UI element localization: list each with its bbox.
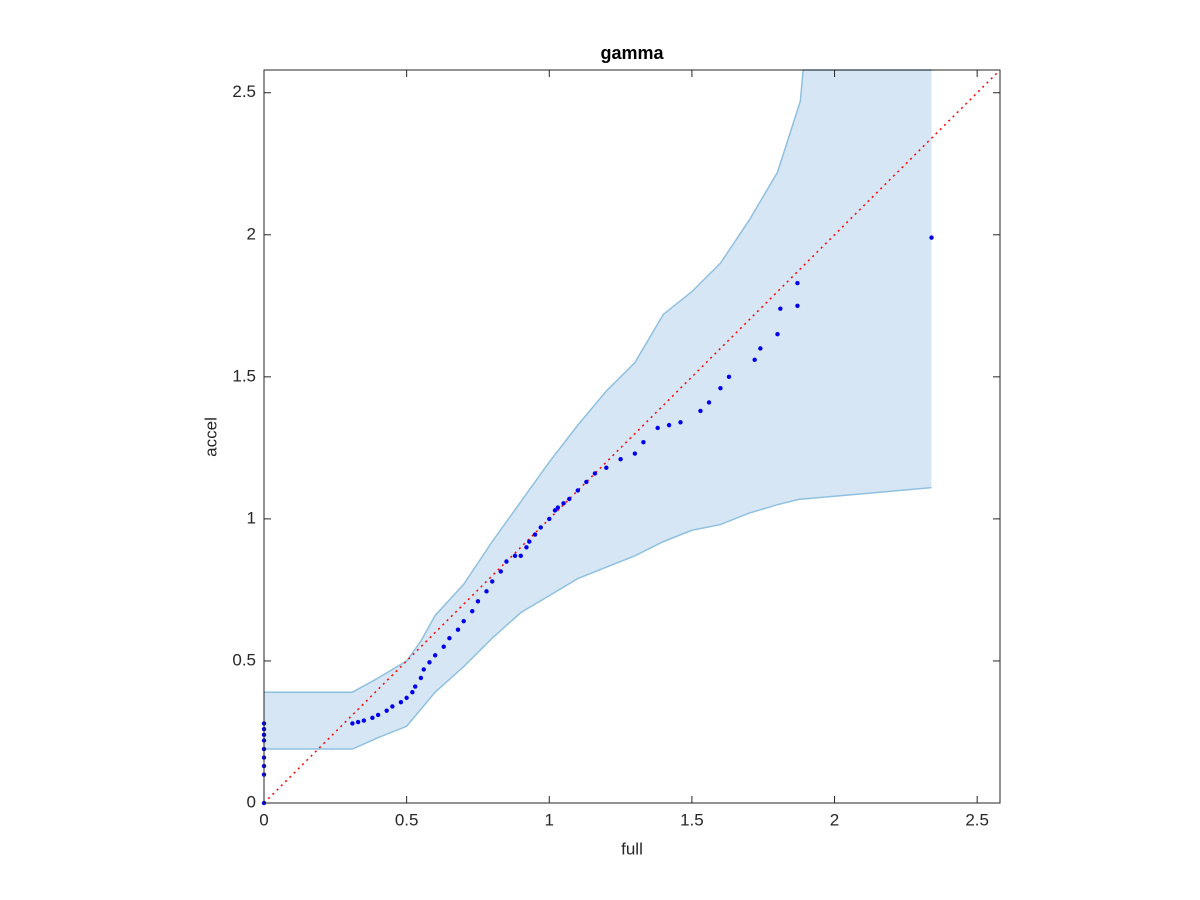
data-point bbox=[718, 386, 723, 391]
data-point bbox=[370, 715, 375, 720]
reference-line bbox=[263, 69, 1001, 804]
data-point bbox=[441, 644, 446, 649]
data-point bbox=[512, 553, 518, 559]
data-point bbox=[412, 684, 418, 689]
data-point bbox=[361, 718, 367, 723]
y-axis-label: accel bbox=[201, 417, 220, 457]
y-tick-label: 2 bbox=[247, 224, 256, 243]
band-lower-edge bbox=[264, 486, 932, 750]
x-tick-label: 1.5 bbox=[680, 810, 704, 829]
data-point bbox=[475, 599, 481, 604]
data-point bbox=[575, 488, 580, 493]
data-point bbox=[461, 618, 466, 624]
data-point bbox=[778, 306, 783, 311]
data-point bbox=[752, 357, 757, 362]
data-point bbox=[390, 704, 395, 709]
data-point bbox=[538, 525, 543, 530]
data-point bbox=[678, 420, 683, 425]
band-upper-edge bbox=[264, 69, 932, 693]
data-point bbox=[524, 545, 529, 550]
data-point bbox=[427, 660, 432, 665]
data-point bbox=[518, 553, 523, 559]
x-axis-label: full bbox=[621, 839, 643, 858]
data-point bbox=[775, 332, 780, 337]
data-point bbox=[567, 496, 572, 502]
data-point bbox=[418, 675, 424, 681]
data-point bbox=[618, 457, 623, 462]
data-point bbox=[498, 569, 503, 574]
x-tick-label: 0.5 bbox=[395, 810, 419, 829]
data-point bbox=[504, 559, 509, 564]
data-point bbox=[655, 425, 660, 431]
data-point bbox=[490, 579, 495, 584]
data-point bbox=[384, 708, 389, 713]
data-point bbox=[698, 408, 703, 414]
data-point bbox=[470, 609, 475, 614]
data-point bbox=[706, 400, 712, 405]
data-point bbox=[527, 539, 532, 544]
confidence-band bbox=[264, 70, 932, 750]
y-tick-label: 0.5 bbox=[232, 650, 256, 669]
y-tick-label: 2.5 bbox=[232, 82, 256, 101]
data-point bbox=[404, 695, 409, 701]
data-point bbox=[758, 346, 763, 351]
data-point bbox=[592, 471, 598, 476]
data-point bbox=[398, 699, 404, 705]
data-point bbox=[584, 479, 589, 485]
x-tick-label: 1 bbox=[545, 810, 554, 829]
axes-box bbox=[263, 69, 1001, 804]
x-tick-label: 2.5 bbox=[965, 810, 989, 829]
data-point bbox=[355, 719, 361, 725]
y-tick-label: 0 bbox=[247, 792, 256, 811]
data-point bbox=[929, 235, 934, 240]
data-point bbox=[555, 505, 561, 510]
data-point bbox=[447, 636, 452, 641]
data-point bbox=[795, 280, 800, 286]
data-point bbox=[410, 689, 415, 695]
data-point bbox=[455, 627, 461, 632]
data-point bbox=[421, 667, 426, 672]
data-point bbox=[641, 439, 646, 445]
y-tick-label: 1.5 bbox=[232, 366, 256, 385]
data-point bbox=[632, 451, 638, 456]
data-point bbox=[604, 465, 609, 470]
data-point bbox=[547, 516, 552, 522]
data-point bbox=[666, 422, 672, 428]
data-point bbox=[350, 721, 355, 726]
chart-title: gamma bbox=[600, 43, 664, 63]
data-point bbox=[795, 303, 800, 309]
data-point bbox=[484, 589, 489, 594]
data-point bbox=[375, 712, 381, 718]
data-point bbox=[561, 501, 566, 506]
x-tick-label: 2 bbox=[830, 810, 839, 829]
y-tick-label: 1 bbox=[247, 508, 256, 527]
data-point bbox=[552, 508, 558, 513]
x-tick-label: 0 bbox=[259, 810, 268, 829]
data-point bbox=[532, 532, 538, 537]
data-point bbox=[726, 374, 732, 380]
data-point bbox=[432, 653, 438, 658]
